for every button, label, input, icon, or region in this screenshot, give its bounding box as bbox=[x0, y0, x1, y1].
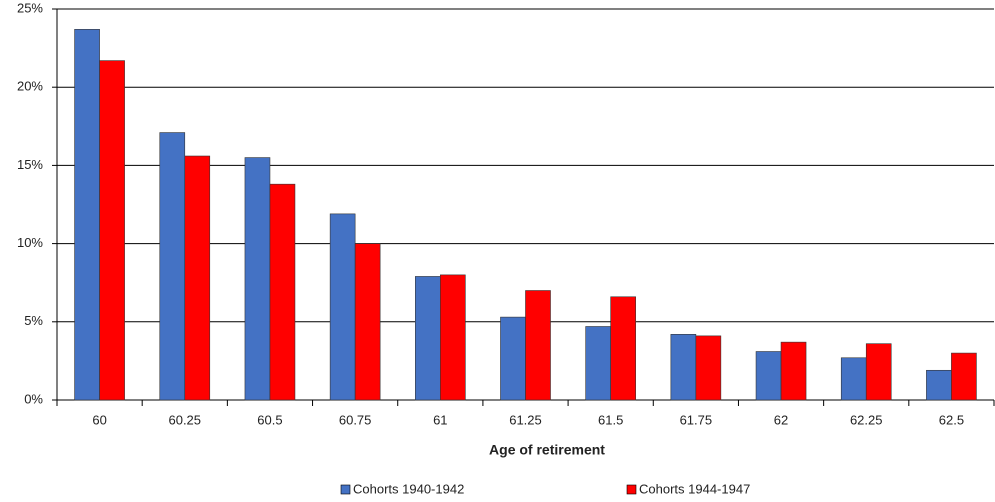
y-tick-label: 15% bbox=[17, 157, 43, 172]
bar bbox=[500, 316, 526, 401]
bar bbox=[780, 341, 807, 401]
x-tick-label: 61.25 bbox=[509, 412, 542, 427]
legend-swatch bbox=[340, 484, 351, 495]
bar bbox=[670, 334, 697, 401]
legend-swatch bbox=[626, 484, 637, 495]
x-tick-label: 60 bbox=[92, 412, 106, 427]
y-tick-label: 10% bbox=[17, 235, 43, 250]
x-tick-label: 62 bbox=[774, 412, 788, 427]
bar bbox=[329, 213, 356, 401]
bar bbox=[415, 276, 441, 401]
x-tick-label: 62.25 bbox=[850, 412, 883, 427]
bar bbox=[99, 60, 125, 401]
bar bbox=[74, 29, 100, 401]
x-tick-label: 60.75 bbox=[339, 412, 372, 427]
bar bbox=[585, 326, 611, 401]
x-tick-label: 61.75 bbox=[680, 412, 713, 427]
bar bbox=[610, 296, 636, 401]
x-tick-label: 60.25 bbox=[168, 412, 201, 427]
x-tick-label: 61 bbox=[433, 412, 447, 427]
bar bbox=[755, 351, 782, 401]
x-tick-label: 62.5 bbox=[939, 412, 964, 427]
bar bbox=[865, 343, 892, 401]
bar bbox=[269, 183, 296, 401]
y-tick-label: 25% bbox=[17, 0, 43, 15]
y-tick-label: 5% bbox=[24, 313, 43, 328]
legend-label: Cohorts 1944-1947 bbox=[639, 481, 750, 496]
bar bbox=[525, 290, 551, 401]
x-tick-label: 61.5 bbox=[598, 412, 623, 427]
y-tick-label: 0% bbox=[24, 391, 43, 406]
bar bbox=[440, 274, 466, 401]
bar bbox=[159, 132, 186, 401]
bar bbox=[926, 369, 952, 401]
y-tick-label: 20% bbox=[17, 79, 43, 94]
bar bbox=[354, 243, 381, 401]
bar bbox=[840, 357, 867, 401]
legend-label: Cohorts 1940-1942 bbox=[353, 481, 464, 496]
bar bbox=[244, 157, 271, 401]
bar bbox=[695, 335, 722, 401]
x-axis-title: Age of retirement bbox=[489, 442, 605, 458]
bar bbox=[951, 352, 977, 401]
bar bbox=[184, 155, 211, 401]
x-tick-label: 60.5 bbox=[257, 412, 282, 427]
